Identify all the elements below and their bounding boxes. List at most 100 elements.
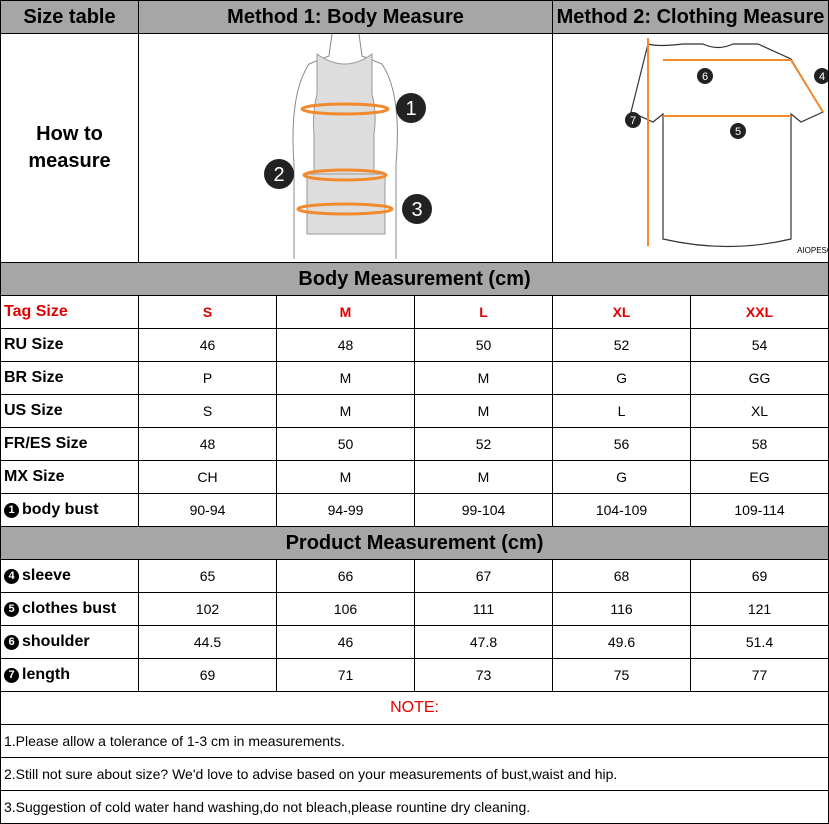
row-label: 5 clothes bust bbox=[0, 592, 139, 626]
header-method1: Method 1: Body Measure bbox=[137, 0, 554, 34]
how-to-row: How to measure 1 2 3 6 bbox=[0, 33, 829, 263]
header-row: Size table Method 1: Body Measure Method… bbox=[0, 0, 829, 34]
table-cell: XL bbox=[690, 394, 829, 428]
table-cell: 121 bbox=[690, 592, 829, 626]
marker-3: 3 bbox=[411, 199, 422, 221]
table-cell: 50 bbox=[413, 328, 554, 362]
table-cell: 56 bbox=[552, 427, 692, 461]
table-row: MX Size CH M M G EG bbox=[0, 460, 829, 494]
table-cell: EG bbox=[690, 460, 829, 494]
product-section-title: Product Measurement (cm) bbox=[0, 526, 829, 560]
row-label-text: BR Size bbox=[4, 369, 64, 386]
brand-logo: AIOPESON bbox=[797, 246, 828, 255]
note-item: 2.Still not sure about size? We'd love t… bbox=[0, 757, 829, 791]
table-cell: 46 bbox=[138, 328, 277, 362]
tag-size-cell: M bbox=[276, 295, 415, 329]
how-to-line1: How to bbox=[36, 123, 103, 145]
table-row: 4 sleeve 65 66 67 68 69 bbox=[0, 559, 829, 593]
table-cell: S bbox=[138, 394, 277, 428]
table-cell: 102 bbox=[138, 592, 277, 626]
row-label: RU Size bbox=[0, 328, 139, 362]
table-cell: 104-109 bbox=[552, 493, 692, 527]
table-row: FR/ES Size 48 50 52 56 58 bbox=[0, 427, 829, 461]
table-cell: 66 bbox=[276, 559, 415, 593]
row-label-text: body bust bbox=[22, 501, 99, 518]
table-cell: 54 bbox=[690, 328, 829, 362]
number-marker-icon: 5 bbox=[4, 602, 19, 617]
row-label-text: US Size bbox=[4, 402, 63, 419]
product-section-header: Product Measurement (cm) bbox=[0, 526, 829, 560]
note-title: NOTE: bbox=[0, 691, 829, 725]
header-method2: Method 2: Clothing Measure bbox=[552, 0, 829, 34]
table-cell: M bbox=[413, 460, 554, 494]
svg-text:7: 7 bbox=[630, 115, 636, 127]
row-label: 7 length bbox=[0, 658, 139, 692]
tag-size-row: Tag Size S M L XL XXL bbox=[0, 295, 829, 329]
row-label-text: FR/ES Size bbox=[4, 435, 88, 452]
table-cell: P bbox=[138, 361, 277, 395]
table-cell: M bbox=[276, 394, 415, 428]
table-cell: 75 bbox=[552, 658, 692, 692]
how-to-line2: measure bbox=[28, 150, 111, 172]
table-cell: 65 bbox=[138, 559, 277, 593]
number-marker-icon: 4 bbox=[4, 569, 19, 584]
row-label-text: shoulder bbox=[22, 633, 90, 650]
table-cell: 77 bbox=[690, 658, 829, 692]
note-row: 3.Suggestion of cold water hand washing,… bbox=[0, 790, 829, 824]
table-cell: 69 bbox=[138, 658, 277, 692]
note-header-row: NOTE: bbox=[0, 691, 829, 725]
table-cell: G bbox=[552, 460, 692, 494]
row-label-text: MX Size bbox=[4, 468, 65, 485]
how-to-measure: How to measure bbox=[0, 33, 139, 263]
table-cell: M bbox=[276, 460, 415, 494]
table-cell: 68 bbox=[552, 559, 692, 593]
table-cell: 69 bbox=[690, 559, 829, 593]
table-cell: 116 bbox=[552, 592, 692, 626]
note-item: 3.Suggestion of cold water hand washing,… bbox=[0, 790, 829, 824]
note-item: 1.Please allow a tolerance of 1-3 cm in … bbox=[0, 724, 829, 758]
number-marker-icon: 6 bbox=[4, 635, 19, 650]
table-cell: M bbox=[413, 361, 554, 395]
table-row: 5 clothes bust 102 106 111 116 121 bbox=[0, 592, 829, 626]
row-label: MX Size bbox=[0, 460, 139, 494]
number-marker-icon: 7 bbox=[4, 668, 19, 683]
tag-size-label: Tag Size bbox=[0, 295, 139, 329]
row-label: FR/ES Size bbox=[0, 427, 139, 461]
svg-text:4: 4 bbox=[819, 71, 825, 83]
table-row: 6 shoulder 44.5 46 47.8 49.6 51.4 bbox=[0, 625, 829, 659]
table-cell: 71 bbox=[276, 658, 415, 692]
table-row: US Size S M M L XL bbox=[0, 394, 829, 428]
body-section-header: Body Measurement (cm) bbox=[0, 262, 829, 296]
row-label: US Size bbox=[0, 394, 139, 428]
note-row: 1.Please allow a tolerance of 1-3 cm in … bbox=[0, 724, 829, 758]
table-cell: 47.8 bbox=[413, 625, 554, 659]
table-cell: 58 bbox=[690, 427, 829, 461]
table-row: BR Size P M M G GG bbox=[0, 361, 829, 395]
table-cell: GG bbox=[690, 361, 829, 395]
table-cell: CH bbox=[138, 460, 277, 494]
row-label: 1 body bust bbox=[0, 493, 139, 527]
tag-size-cell: XXL bbox=[690, 295, 829, 329]
row-label-text: RU Size bbox=[4, 336, 64, 353]
table-row: 7 length 69 71 73 75 77 bbox=[0, 658, 829, 692]
table-cell: 52 bbox=[552, 328, 692, 362]
table-cell: 90-94 bbox=[138, 493, 277, 527]
svg-text:5: 5 bbox=[735, 126, 741, 138]
table-cell: M bbox=[276, 361, 415, 395]
table-cell: 48 bbox=[276, 328, 415, 362]
marker-2: 2 bbox=[273, 164, 284, 186]
table-cell: 52 bbox=[413, 427, 554, 461]
table-cell: 67 bbox=[413, 559, 554, 593]
table-cell: 99-104 bbox=[413, 493, 554, 527]
table-row: 1 body bust 90-94 94-99 99-104 104-109 109-114 bbox=[0, 493, 829, 527]
tag-size-cell: XL bbox=[552, 295, 692, 329]
table-cell: L bbox=[552, 394, 692, 428]
svg-text:6: 6 bbox=[702, 71, 708, 83]
header-size-table: Size table bbox=[0, 0, 139, 34]
tshirt-figure-icon: 6 4 7 5 AIOPESON bbox=[625, 38, 828, 255]
table-cell: 48 bbox=[138, 427, 277, 461]
row-label: 6 shoulder bbox=[0, 625, 139, 659]
body-measure-illustration: 1 2 3 bbox=[137, 33, 554, 263]
table-cell: 111 bbox=[413, 592, 554, 626]
